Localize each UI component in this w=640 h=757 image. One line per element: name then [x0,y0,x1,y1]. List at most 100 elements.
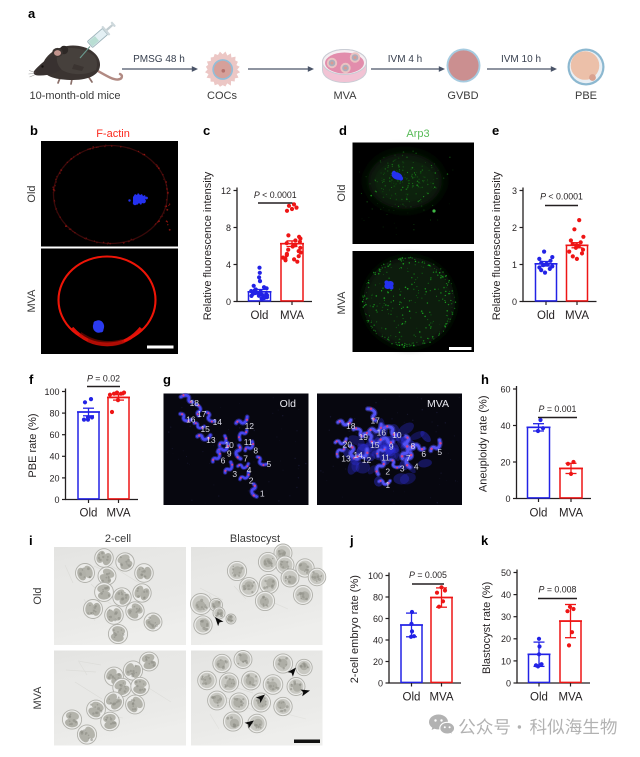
svg-text:Old: Old [251,310,269,322]
svg-text:5: 5 [437,447,442,457]
svg-text:P = 0.008: P = 0.008 [539,585,577,595]
svg-text:10: 10 [224,440,234,450]
svg-text:P < 0.0001: P < 0.0001 [540,192,583,202]
svg-text:MVA: MVA [336,291,348,315]
svg-text:PBE rate (%): PBE rate (%) [27,413,39,477]
svg-text:d: d [339,123,347,138]
svg-text:4: 4 [226,260,231,270]
svg-text:8: 8 [411,441,416,451]
svg-text:Relative fluorescence intensit: Relative fluorescence intensity [202,171,214,320]
svg-text:Old: Old [530,692,548,704]
svg-text:P < 0.0001: P < 0.0001 [254,190,297,200]
svg-text:16: 16 [377,427,387,437]
svg-text:12: 12 [362,455,372,465]
svg-text:13: 13 [341,454,351,464]
svg-text:Arp3: Arp3 [406,128,429,140]
svg-text:80: 80 [49,409,59,419]
svg-text:PBE: PBE [575,90,597,102]
svg-text:10: 10 [501,656,511,666]
svg-text:18: 18 [346,421,356,431]
svg-text:MVA: MVA [558,692,582,704]
svg-text:18: 18 [190,398,200,408]
svg-text:0: 0 [506,678,511,688]
svg-text:0: 0 [505,494,510,504]
svg-text:2: 2 [249,475,254,485]
svg-text:e: e [492,123,499,138]
svg-text:b: b [30,123,38,138]
svg-text:Old: Old [280,398,297,410]
svg-text:17: 17 [370,415,380,425]
svg-text:6: 6 [421,449,426,459]
svg-text:11: 11 [381,453,390,463]
svg-text:Old: Old [26,185,38,202]
svg-text:40: 40 [49,452,59,462]
svg-text:MVA: MVA [26,289,38,313]
svg-text:10-month-old mice: 10-month-old mice [29,90,120,102]
svg-text:7: 7 [243,454,248,464]
svg-text:GVBD: GVBD [447,90,478,102]
svg-text:Old: Old [537,310,555,322]
svg-text:MVA: MVA [559,508,583,520]
svg-text:k: k [481,533,489,548]
svg-text:3: 3 [400,463,405,473]
svg-text:40: 40 [373,635,383,645]
svg-text:MVA: MVA [565,310,589,322]
svg-text:30: 30 [501,612,511,622]
svg-text:15: 15 [370,440,380,450]
svg-text:MVA: MVA [333,90,357,102]
svg-text:9: 9 [389,442,394,452]
svg-text:Blastocyst rate (%): Blastocyst rate (%) [481,582,493,674]
svg-text:Old: Old [80,508,98,520]
svg-text:Old: Old [530,508,548,520]
svg-text:12: 12 [245,421,255,431]
svg-text:Old: Old [32,587,44,604]
svg-text:60: 60 [500,384,510,394]
svg-text:MVA: MVA [106,508,130,520]
svg-text:P = 0.005: P = 0.005 [409,570,447,580]
svg-text:MVA: MVA [32,686,44,710]
svg-text:MVA: MVA [280,310,304,322]
svg-text:MVA: MVA [429,692,453,704]
svg-text:Old: Old [403,692,421,704]
svg-text:1: 1 [512,260,517,270]
svg-text:2: 2 [512,223,517,233]
svg-text:h: h [481,372,489,387]
svg-text:IVM 10 h: IVM 10 h [501,54,541,65]
svg-text:P = 0.001: P = 0.001 [539,404,577,414]
svg-text:20: 20 [500,457,510,467]
svg-text:60: 60 [49,430,59,440]
svg-text:20: 20 [49,473,59,483]
svg-text:Relative fluorescence intensit: Relative fluorescence intensity [491,171,503,320]
svg-text:8: 8 [253,446,258,456]
svg-text:2: 2 [385,466,390,476]
svg-text:40: 40 [500,421,510,431]
svg-text:Blastocyst: Blastocyst [230,533,280,545]
svg-text:P = 0.02: P = 0.02 [87,374,120,384]
svg-text:c: c [203,123,210,138]
svg-text:14: 14 [213,417,223,427]
svg-text:20: 20 [373,657,383,667]
svg-text:0: 0 [54,495,59,505]
svg-text:f: f [29,372,34,387]
svg-text:0: 0 [512,297,517,307]
svg-text:40: 40 [501,590,511,600]
svg-text:4: 4 [414,462,419,472]
svg-text:50: 50 [501,568,511,578]
svg-text:IVM 4 h: IVM 4 h [388,54,422,65]
svg-text:a: a [28,6,36,21]
svg-text:15: 15 [200,424,210,434]
svg-text:8: 8 [226,223,231,233]
svg-text:13: 13 [206,435,216,445]
svg-text:PMSG 48 h: PMSG 48 h [133,54,185,65]
svg-text:1: 1 [260,488,265,498]
svg-text:6: 6 [221,456,226,466]
svg-text:4: 4 [247,465,252,475]
svg-text:20: 20 [343,439,353,449]
svg-text:2-cell: 2-cell [105,533,131,545]
svg-text:g: g [163,372,171,387]
svg-text:j: j [349,533,354,548]
svg-text:COCs: COCs [207,90,237,102]
svg-text:7: 7 [406,453,411,463]
svg-text:11: 11 [244,437,253,447]
svg-text:i: i [29,533,33,548]
